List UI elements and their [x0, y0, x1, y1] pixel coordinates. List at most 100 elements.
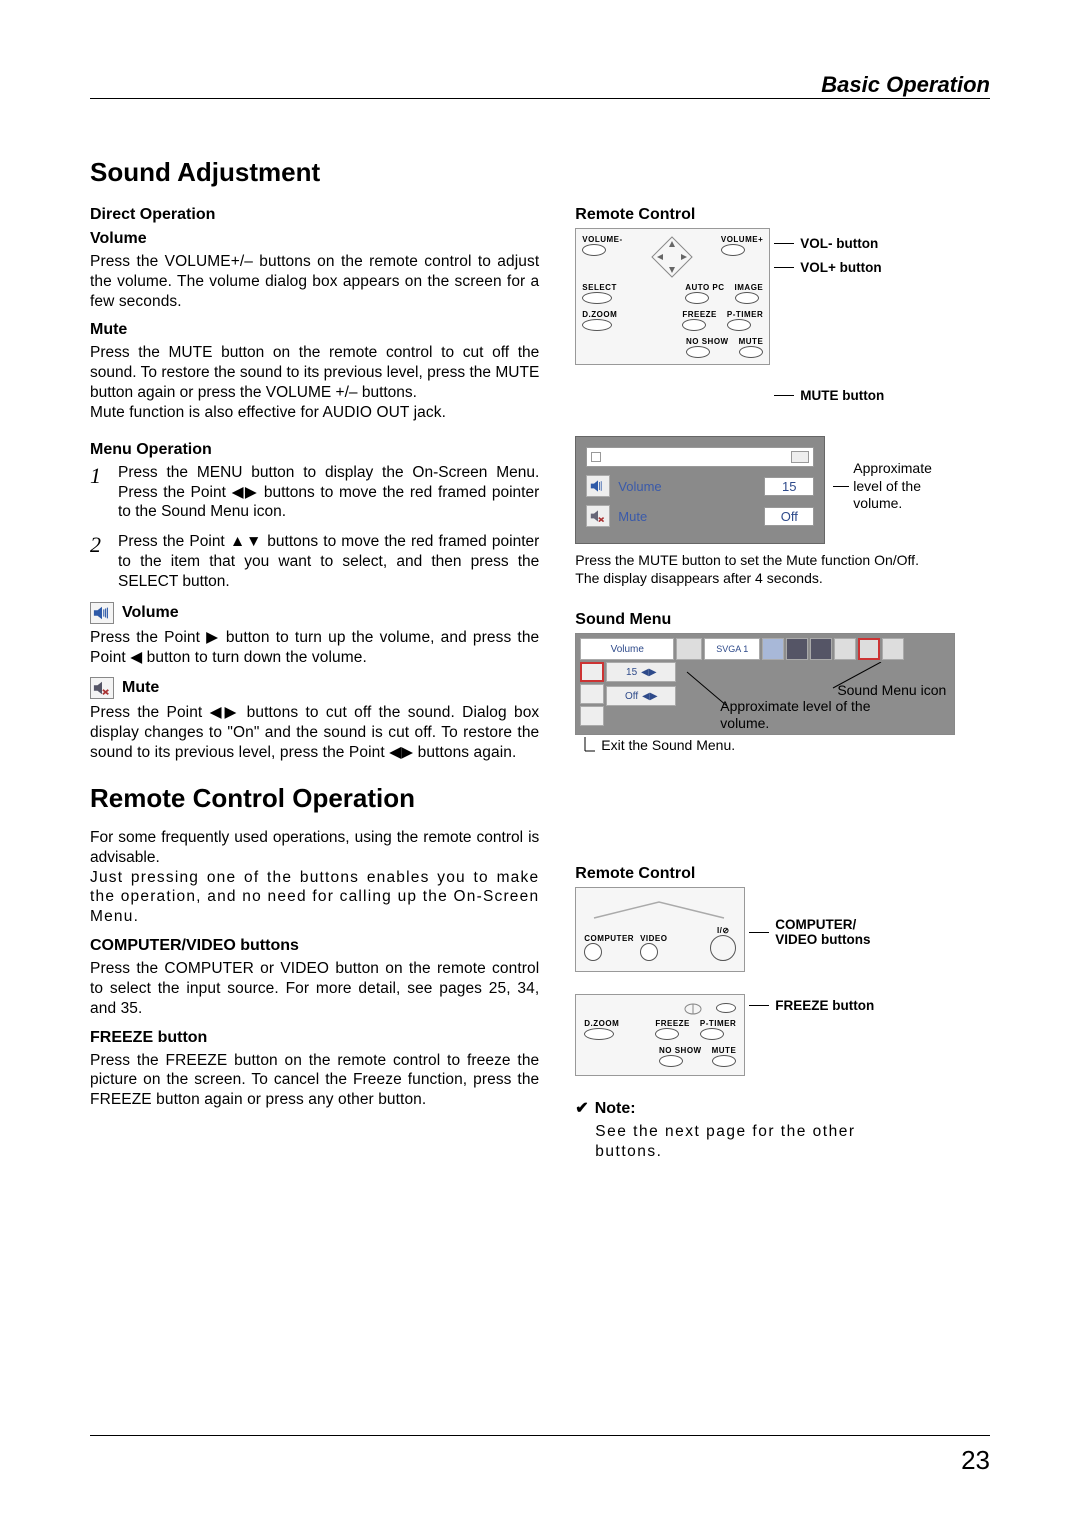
noshow-label-2: NO SHOW — [659, 1046, 702, 1055]
menu-operation-title: Menu Operation — [90, 441, 539, 459]
menu-icon-d — [834, 638, 856, 660]
mute-label-2: MUTE — [712, 1046, 737, 1055]
dialog-mute-icon — [586, 505, 610, 527]
comp-video-title: COMPUTER/VIDEO buttons — [90, 937, 539, 955]
freeze-callout: FREEZE button — [775, 998, 874, 1013]
autopc-button[interactable] — [685, 292, 709, 304]
dzoom-label-2: D.ZOOM — [584, 1019, 619, 1028]
freeze-button-1[interactable] — [682, 319, 706, 331]
exit-lead-line — [575, 737, 595, 755]
remote-diagram-2a: COMPUTER VIDEO I/⊘ — [575, 887, 745, 972]
menu-tab-icon-1 — [676, 638, 702, 660]
menu-mute-text: Press the Point ◀▶ buttons to cut off th… — [90, 703, 539, 762]
remote-diagram-2b: D.ZOOM FREEZE P-TIMER — [575, 994, 745, 1076]
mute-text1: Press the MUTE button on the remote cont… — [90, 343, 539, 402]
direct-operation-title: Direct Operation — [90, 206, 539, 224]
ptimer-label-2: P-TIMER — [700, 1019, 736, 1028]
freeze-title: FREEZE button — [90, 1029, 539, 1047]
noshow-button-1[interactable] — [686, 346, 710, 358]
video-button[interactable] — [640, 943, 658, 961]
sound-menu-screenshot: Volume SVGA 1 — [575, 633, 955, 735]
noshow-button-2[interactable] — [659, 1055, 683, 1067]
menu-icon-b — [786, 638, 808, 660]
heading-sound-adjustment: Sound Adjustment — [90, 157, 990, 188]
power-button[interactable] — [710, 935, 736, 961]
sound-menu-title: Sound Menu — [575, 611, 990, 629]
mute-button-1[interactable] — [739, 346, 763, 358]
mute-icon-row: Mute — [90, 677, 539, 699]
volminus-callout: VOL- button — [800, 236, 878, 251]
image-button[interactable] — [735, 292, 759, 304]
menu-mute-title: Mute — [122, 679, 159, 697]
heading-remote-control-operation: Remote Control Operation — [90, 783, 539, 814]
dzoom-button-2[interactable] — [584, 1028, 614, 1040]
small-oval-1 — [716, 1003, 736, 1013]
rco-intro1: For some frequently used operations, usi… — [90, 828, 539, 868]
mute-callout: MUTE button — [800, 388, 884, 403]
mute-title: Mute — [90, 321, 539, 339]
noshow-label-1: NO SHOW — [686, 337, 729, 346]
rco-intro2: Just pressing one of the buttons enables… — [90, 868, 539, 927]
freeze-label-2: FREEZE — [655, 1019, 690, 1028]
menu-icon-e — [882, 638, 904, 660]
dialog-volume-value: 15 — [764, 477, 814, 496]
nav-pad-icon — [637, 235, 707, 279]
menu-icon-sound — [858, 638, 880, 660]
dialog-volume-callout: Approximate level of the volume. — [853, 460, 963, 513]
freeze-text: Press the FREEZE button on the remote co… — [90, 1051, 539, 1110]
remote-control-title-1: Remote Control — [575, 206, 990, 224]
volume-dialog: Volume 15 Mute Off — [575, 436, 825, 544]
dialog-caption: Press the MUTE button to set the Mute fu… — [575, 552, 935, 587]
autopc-label: AUTO PC — [685, 283, 724, 292]
dialog-mute-label: Mute — [618, 509, 756, 524]
freeze-label-1: FREEZE — [682, 310, 717, 319]
page-number: 23 — [961, 1445, 990, 1476]
step-2-text: Press the Point ▲▼ buttons to move the r… — [118, 532, 539, 591]
menu-icon-a — [762, 638, 784, 660]
section-title: Basic Operation — [821, 72, 990, 98]
select-label: SELECT — [582, 283, 617, 292]
volplus-callout: VOL+ button — [800, 260, 881, 275]
sound-menu-icon-callout: Sound Menu icon — [837, 682, 946, 699]
step-1-number: 1 — [90, 463, 108, 522]
left-column: Direct Operation Volume Press the VOLUME… — [90, 206, 539, 1170]
menu-volume-text: Press the Point ▶ button to turn up the … — [90, 628, 539, 668]
note-title: Note: — [575, 1098, 990, 1118]
select-button[interactable] — [582, 292, 612, 304]
right-column: Remote Control VOLUME- — [575, 206, 990, 1170]
volume-title: Volume — [90, 230, 539, 248]
volume-icon-row: Volume — [90, 602, 539, 624]
side-val-15: 15◀▶ — [606, 662, 676, 682]
speaker-volume-icon — [90, 602, 114, 624]
side-icon-exit — [580, 706, 604, 726]
side-icon-vol — [580, 662, 604, 682]
comp-video-text: Press the COMPUTER or VIDEO button on th… — [90, 959, 539, 1018]
exit-sound-menu-caption: Exit the Sound Menu. — [601, 737, 735, 755]
ptimer-label-1: P-TIMER — [727, 310, 763, 319]
volminus-button[interactable] — [582, 244, 606, 256]
lamp-icon — [684, 1003, 702, 1015]
approx-level-callout: Approximate level of the volume. — [720, 698, 900, 732]
volplus-button[interactable] — [721, 244, 745, 256]
dialog-header-bar — [586, 447, 814, 467]
footer-rule — [90, 1435, 990, 1436]
speaker-mute-icon — [90, 677, 114, 699]
ptimer-button-2[interactable] — [700, 1028, 724, 1040]
menu-tab-volume: Volume — [580, 638, 674, 660]
freeze-button-2[interactable] — [655, 1028, 679, 1040]
volume-text: Press the VOLUME+/– buttons on the remot… — [90, 252, 539, 311]
dzoom-button[interactable] — [582, 319, 612, 331]
menu-tab-svga: SVGA 1 — [704, 638, 760, 660]
volminus-label: VOLUME- — [582, 235, 622, 244]
image-label: IMAGE — [735, 283, 764, 292]
mute-button-2[interactable] — [712, 1055, 736, 1067]
computer-button[interactable] — [584, 943, 602, 961]
side-val-off: Off◀▶ — [606, 686, 676, 706]
mute-text2: Mute function is also effective for AUDI… — [90, 403, 539, 423]
dialog-volume-label: Volume — [618, 479, 756, 494]
side-icon-mute — [580, 684, 604, 704]
power-label: I/⊘ — [710, 926, 736, 935]
ptimer-button-1[interactable] — [727, 319, 751, 331]
computer-label: COMPUTER — [584, 934, 634, 943]
comp-video-callout: COMPUTER/ VIDEO buttons — [775, 917, 885, 947]
